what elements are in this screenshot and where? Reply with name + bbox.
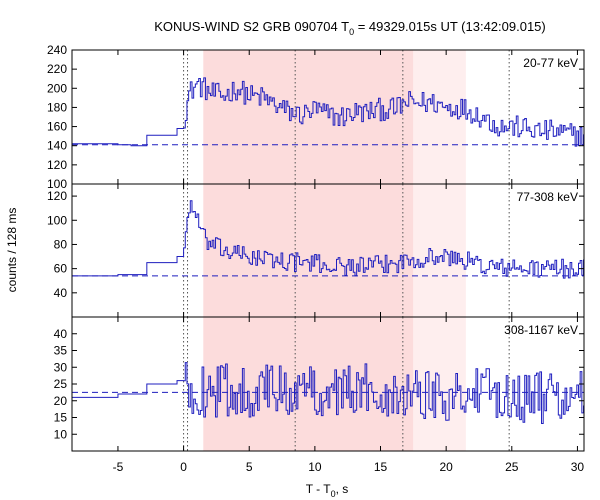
energy-band-label: 77-308 keV [517, 190, 578, 204]
shaded-interval-1 [203, 184, 414, 317]
x-tick-label: 15 [374, 460, 388, 474]
light-curve-trace [72, 77, 585, 147]
chart-title: KONUS-WIND S2 GRB 090704 T0 = 49329.015s… [154, 19, 546, 37]
y-tick-label: 15 [54, 411, 68, 425]
y-tick-label: 40 [54, 327, 68, 341]
energy-band-label: 20-77 keV [523, 56, 578, 70]
light-curve-trace [72, 362, 585, 425]
y-tick-label: 160 [47, 120, 67, 134]
y-tick-label: 100 [47, 213, 67, 227]
y-tick-label: 140 [47, 139, 67, 153]
y-tick-label: 60 [54, 262, 68, 276]
x-axis: -5 0 5 10 15 20 25 30 [113, 460, 585, 474]
y-tick-label: 40 [54, 286, 68, 300]
y-tick-label: 30 [54, 360, 68, 374]
panel-1: 100 120 140 160 180 200 220 240 20-77 keV [47, 43, 585, 191]
x-tick-label: 20 [439, 460, 453, 474]
y-axis-label: counts / 128 ms [5, 208, 19, 293]
y-tick-label: 25 [54, 377, 68, 391]
x-tick-label: 25 [505, 460, 519, 474]
shaded-interval-2 [413, 184, 466, 317]
x-tick-label: 5 [246, 460, 253, 474]
x-tick-label: 10 [308, 460, 322, 474]
y-tick-label: 120 [47, 189, 67, 203]
y-tick-label: 220 [47, 62, 67, 76]
panel-3: 10 15 20 25 30 35 40 308-1167 keV [54, 316, 585, 452]
x-axis-label: T - T0, s [306, 482, 349, 499]
y-tick-label: 240 [47, 43, 67, 57]
y-tick-label: 35 [54, 344, 68, 358]
y-tick-label: 100 [47, 177, 67, 191]
y-tick-label: 80 [54, 237, 68, 251]
light-curve-trace [72, 200, 585, 279]
energy-band-label: 308-1167 keV [504, 323, 578, 337]
x-tick-label: 0 [180, 460, 187, 474]
y-tick-label: 20 [54, 394, 68, 408]
x-tick-label: -5 [113, 460, 124, 474]
y-tick-label: 180 [47, 100, 67, 114]
shaded-interval-1 [203, 50, 414, 184]
x-tick-label: 30 [571, 460, 585, 474]
y-tick-label: 120 [47, 158, 67, 172]
panel-2: 40 60 80 100 120 77-308 keV [47, 183, 585, 318]
y-tick-label: 200 [47, 81, 67, 95]
y-tick-label: 10 [54, 427, 68, 441]
